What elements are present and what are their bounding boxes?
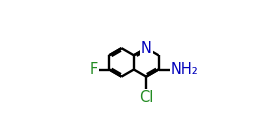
- Text: Cl: Cl: [139, 90, 153, 105]
- Text: N: N: [141, 41, 152, 56]
- Text: NH₂: NH₂: [171, 62, 199, 77]
- Text: F: F: [90, 62, 98, 77]
